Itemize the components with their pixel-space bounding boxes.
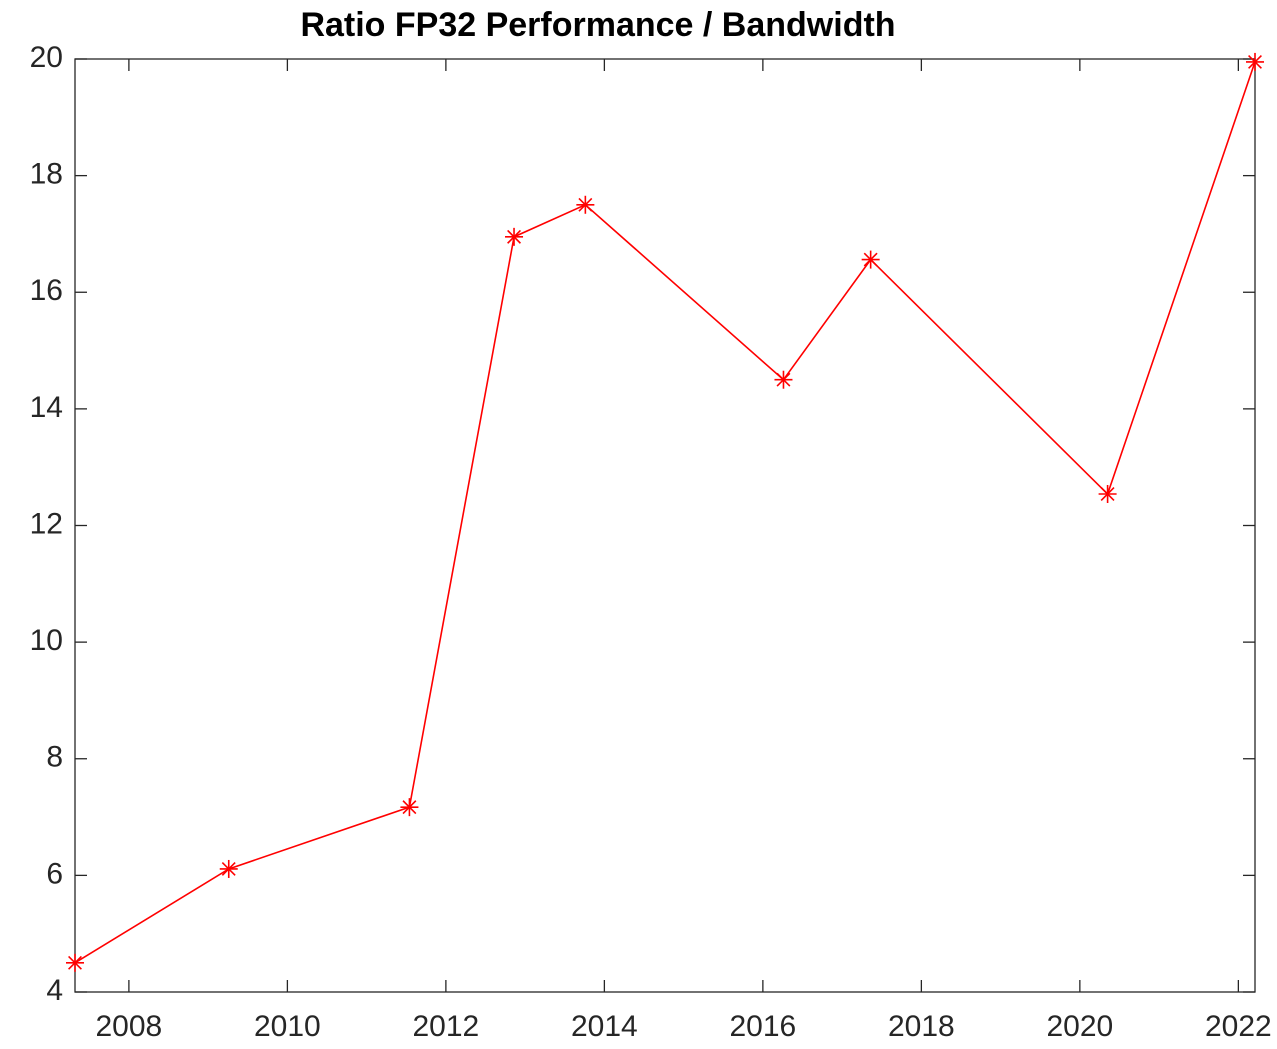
- marker-stroke: [1100, 487, 1115, 501]
- x-tick-label: 2008: [96, 1010, 163, 1043]
- marker-stroke: [68, 955, 82, 970]
- y-tick-label: 20: [30, 41, 63, 74]
- y-tick-label: 16: [30, 274, 63, 307]
- star-marker: [505, 227, 524, 246]
- marker-stroke: [221, 861, 236, 876]
- star-marker: [1246, 52, 1264, 71]
- y-tick-label: 6: [46, 857, 63, 890]
- marker-stroke: [1248, 54, 1262, 69]
- star-marker: [66, 953, 84, 972]
- x-tick-label: 2014: [571, 1010, 638, 1043]
- marker-stroke: [507, 229, 521, 244]
- marker-stroke: [402, 800, 417, 815]
- y-tick-label: 12: [30, 507, 63, 540]
- marker-stroke: [776, 372, 791, 387]
- y-tick-label: 8: [46, 741, 63, 774]
- star-marker: [219, 859, 238, 878]
- chart-title: Ratio FP32 Performance / Bandwidth: [300, 6, 895, 44]
- y-tick-label: 14: [30, 391, 63, 424]
- x-tick-label: 2016: [729, 1010, 796, 1043]
- x-tick-label: 2010: [254, 1010, 321, 1043]
- x-tick-label: 2020: [1046, 1010, 1113, 1043]
- star-marker: [400, 798, 419, 817]
- x-tick-label: 2012: [413, 1010, 480, 1043]
- y-tick-label: 4: [46, 974, 63, 1007]
- star-marker: [774, 370, 793, 389]
- marker-stroke: [578, 197, 593, 212]
- star-marker: [861, 250, 880, 269]
- star-marker: [576, 195, 595, 214]
- star-marker: [1098, 485, 1117, 504]
- marker-stroke: [863, 252, 878, 267]
- y-tick-label: 18: [30, 158, 63, 191]
- y-tick-label: 10: [30, 624, 63, 657]
- x-tick-label: 2018: [888, 1010, 955, 1043]
- x-tick-label: 2022: [1205, 1010, 1272, 1043]
